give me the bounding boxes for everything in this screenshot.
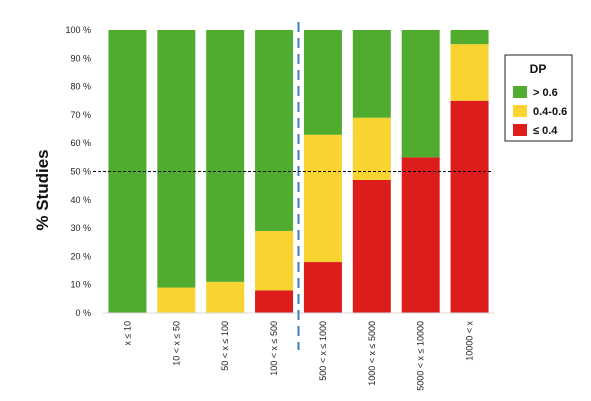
bar-segment-0-4-0-6-4 bbox=[255, 230, 294, 291]
y-tick-label: 20 % bbox=[70, 251, 91, 261]
bar-group-7 bbox=[401, 30, 440, 313]
y-tick-label: 80 % bbox=[70, 82, 91, 92]
bars bbox=[108, 30, 489, 313]
bar-segment-0-4-0-6-8 bbox=[450, 44, 489, 101]
bar-segment-0-6-3 bbox=[206, 30, 245, 282]
legend-swatch-0-4 bbox=[513, 124, 527, 136]
x-axis-ticks: x ≤ 10 10 < x ≤ 50 50 < x ≤ 100 100 < x ≤ 5… bbox=[122, 321, 474, 391]
bar-group-8 bbox=[450, 30, 489, 313]
bar-group-5 bbox=[303, 30, 342, 313]
legend-title: DP bbox=[530, 62, 547, 76]
x-tick-label: 10000 < x bbox=[465, 321, 475, 361]
y-tick-label: 60 % bbox=[70, 138, 91, 148]
bar-group-2 bbox=[157, 30, 196, 313]
bar-segment-0-4-5 bbox=[303, 262, 342, 313]
y-axis-label: % Studies bbox=[33, 149, 52, 230]
bar-segment-0-6-6 bbox=[352, 30, 391, 118]
x-tick-label: 50 < x ≤ 100 bbox=[220, 321, 230, 371]
x-tick-label: 1000 < x ≤ 5000 bbox=[367, 321, 377, 386]
y-axis-ticks: 0 % 10 % 20 % 30 % 40 % 50 % 60 % 70 % 80 % 90 % 1… bbox=[65, 25, 91, 318]
bar-segment-0-4-0-6-5 bbox=[303, 134, 342, 263]
legend-items: > 0.6 0.4-0.6 ≤ 0.4 bbox=[513, 86, 567, 137]
bar-group-6 bbox=[352, 30, 391, 313]
legend-label: ≤ 0.4 bbox=[533, 125, 558, 137]
bar-segment-0-6-2 bbox=[157, 30, 196, 288]
x-tick-label: 500 < x ≤ 1000 bbox=[318, 321, 328, 381]
x-tick-label: 100 < x ≤ 500 bbox=[269, 321, 279, 376]
bar-group-3 bbox=[206, 30, 245, 313]
bar-segment-0-6-5 bbox=[303, 30, 342, 135]
bar-segment-0-6-8 bbox=[450, 30, 489, 45]
y-tick-label: 10 % bbox=[70, 280, 91, 290]
x-tick-label: 10 < x ≤ 50 bbox=[171, 321, 181, 366]
bar-segment-0-4-4 bbox=[255, 290, 294, 313]
y-tick-label: 50 % bbox=[70, 167, 91, 177]
bar-group-4 bbox=[255, 30, 294, 313]
legend-swatch-0-4-0-6 bbox=[513, 105, 527, 117]
y-tick-label: 0 % bbox=[75, 308, 91, 318]
bar-segment-0-4-0-6-6 bbox=[352, 117, 391, 180]
bar-segment-0-4-6 bbox=[352, 179, 391, 313]
y-tick-label: 90 % bbox=[70, 53, 91, 63]
y-tick-label: 100 % bbox=[65, 25, 91, 35]
y-tick-label: 30 % bbox=[70, 223, 91, 233]
x-tick-label: x ≤ 10 bbox=[122, 321, 132, 345]
legend-label: > 0.6 bbox=[533, 87, 558, 99]
legend-label: 0.4-0.6 bbox=[533, 106, 567, 118]
bar-segment-0-4-0-6-3 bbox=[206, 281, 245, 313]
y-tick-label: 40 % bbox=[70, 195, 91, 205]
x-tick-label: 5000 < x ≤ 10000 bbox=[416, 321, 426, 391]
bar-segment-0-6-7 bbox=[401, 30, 440, 158]
y-tick-label: 70 % bbox=[70, 110, 91, 120]
legend: DP > 0.6 0.4-0.6 ≤ 0.4 bbox=[504, 54, 573, 142]
bar-segment-0-4-8 bbox=[450, 100, 489, 313]
bar-segment-0-6-4 bbox=[255, 30, 294, 231]
bar-segment-0-4-7 bbox=[401, 157, 440, 313]
legend-swatch-0-6 bbox=[513, 86, 527, 98]
bar-segment-0-4-0-6-2 bbox=[157, 287, 196, 313]
